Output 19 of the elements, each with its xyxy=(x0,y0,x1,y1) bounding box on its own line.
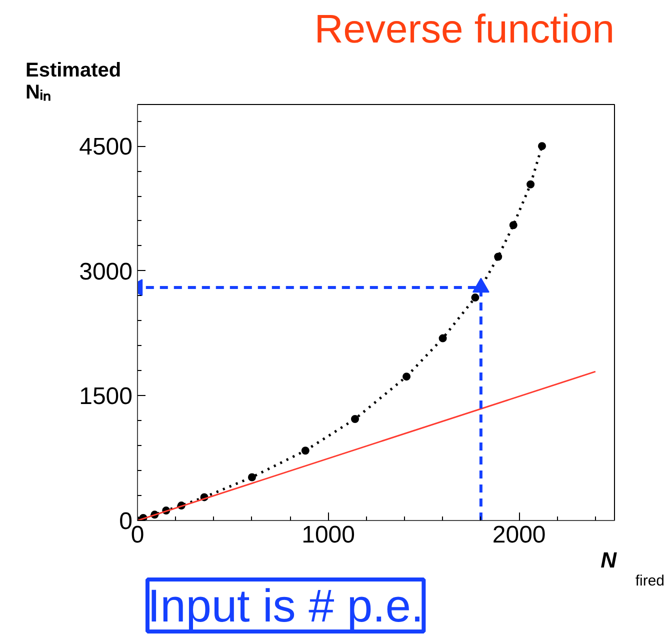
y-axis-title: Estimated Nᵢₙ xyxy=(26,60,122,104)
point xyxy=(438,334,447,342)
point xyxy=(351,415,360,423)
point xyxy=(509,221,518,230)
y-tick-label: 3000 xyxy=(79,258,132,286)
point xyxy=(248,473,256,482)
text: Input is # p.e. xyxy=(148,580,424,632)
point xyxy=(471,294,480,302)
chart-title: Reverse function xyxy=(314,8,614,52)
point xyxy=(526,180,535,188)
point xyxy=(494,252,502,261)
x-axis-title: Nfired xyxy=(600,548,665,590)
point xyxy=(402,372,411,381)
point xyxy=(538,142,546,150)
x-tick-label: 2000 xyxy=(492,522,546,548)
point xyxy=(301,446,310,455)
x-tick-label: 1000 xyxy=(302,522,355,548)
y-tick-label: 4500 xyxy=(79,134,132,161)
y-tick-label: 1500 xyxy=(79,383,132,410)
